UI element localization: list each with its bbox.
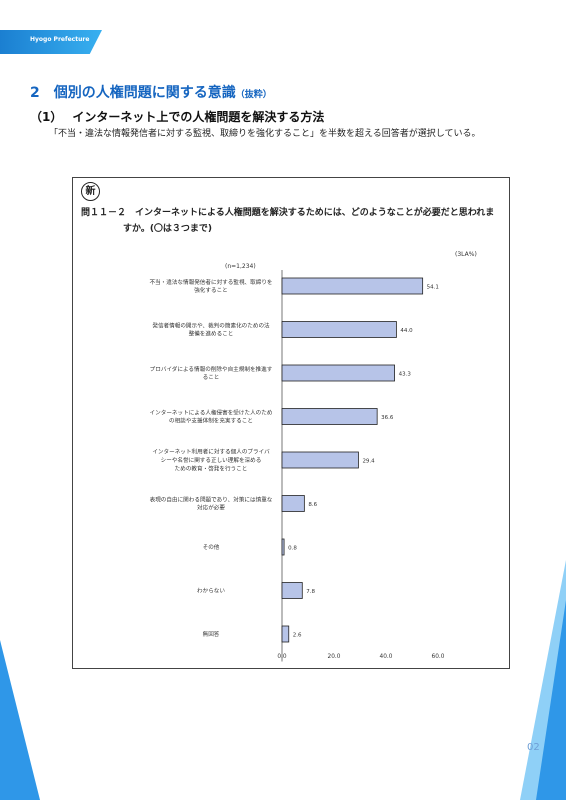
category-label-1-2: 強化すること <box>194 286 228 294</box>
x-tick-4: 60.0 <box>432 654 445 660</box>
category-label-5-3: ための教育・啓発を行うこと <box>175 464 248 472</box>
category-label-3-2: ること <box>203 374 220 381</box>
right-deco-dark <box>536 600 566 800</box>
header-label: Hyogo Prefecture <box>30 36 90 43</box>
value-label-3: 43.3 <box>399 372 412 378</box>
question-line-1: 問１１－２ インターネットによる人権問題を解決するためには、どのようなことが必要… <box>81 208 495 218</box>
unit-label: (3LA%) <box>455 251 477 258</box>
category-label-8-1: わからない <box>197 588 225 595</box>
category-label-5-2: シーや名誉に関する正しい理解を深める <box>161 456 262 464</box>
section-note: （抜粋） <box>235 90 272 100</box>
bar-8 <box>281 582 303 599</box>
right-decoration <box>520 560 566 800</box>
bar-5 <box>281 451 359 469</box>
x-tick-2: 20.0 <box>328 654 341 660</box>
category-label-9-1: 無回答 <box>203 630 220 638</box>
category-label-6-1: 表現の自由に関わる問題であり、対策には慎重な <box>150 495 273 503</box>
category-label-3-1: プロバイダによる情報の削除や自主規制を推進す <box>150 365 273 373</box>
bar-7 <box>281 538 285 556</box>
value-label-7: 0.8 <box>288 546 297 552</box>
value-label-6: 8.6 <box>308 502 317 508</box>
bar-4 <box>281 408 378 425</box>
category-label-7-1: その他 <box>203 543 220 551</box>
bar-3 <box>281 364 395 382</box>
bar-2 <box>281 321 397 338</box>
section-number: 2 <box>30 85 40 101</box>
value-label-5: 29.4 <box>362 459 375 465</box>
page-number: 02 <box>527 742 540 753</box>
category-label-4-2: の相談や支援体制を充実すること <box>169 417 253 425</box>
x-tick-3: 40.0 <box>380 654 393 660</box>
value-label-1: 54.1 <box>427 285 439 291</box>
bar-9 <box>281 625 290 643</box>
value-label-4: 36.6 <box>381 415 394 421</box>
x-tick-1: 0.0 <box>277 654 287 660</box>
category-label-6-2: 対応が必要 <box>197 504 225 512</box>
bar-chart: (n=1,234) (3LA%) 54.1 不当・違法な情報発信者に対する監視、取締り… <box>149 251 477 662</box>
subsection-title-text: インターネット上での人権問題を解決する方法 <box>72 110 325 124</box>
bar-6 <box>281 495 305 512</box>
n-label: (n=1,234) <box>225 263 256 270</box>
category-label-4-1: インターネットによる人権侵害を受けた人のため <box>150 408 273 416</box>
value-label-2: 44.0 <box>400 328 413 334</box>
value-label-8: 7.8 <box>306 589 315 595</box>
left-decoration <box>0 640 40 800</box>
category-label-2-2: 整備を進めること <box>189 330 234 338</box>
new-mark: 新 <box>81 182 100 201</box>
description-text: 「不当・違法な情報発信者に対する監視、取締りを強化すること」を半数を超える回答者… <box>49 129 481 139</box>
header-band: Hyogo Prefecture <box>0 30 102 54</box>
question-line-2: すか。(〇は３つまで) <box>123 224 213 234</box>
subsection-title: （1） インターネット上での人権問題を解決する方法 <box>30 108 324 125</box>
subsection-number: （1） <box>30 110 63 124</box>
question-text: 問１１－２ インターネットによる人権問題を解決するためには、どのようなことが必要… <box>81 205 501 237</box>
chart-box: 新 問１１－２ インターネットによる人権問題を解決するためには、どのようなことが… <box>72 177 510 669</box>
section-title-text: 個別の人権問題に関する意識 <box>53 85 236 101</box>
bar-1 <box>281 277 424 295</box>
section-title: 2 個別の人権問題に関する意識（抜粋） <box>30 82 272 102</box>
category-label-2-1: 発信者情報の開示や、裁判の簡素化のための法 <box>152 321 270 329</box>
value-label-9: 2.6 <box>293 633 302 639</box>
category-label-1-1: 不当・違法な情報発信者に対する監視、取締りを <box>149 278 272 286</box>
left-deco-triangle <box>0 640 40 800</box>
category-label-5-1: インターネット利用者に対する個人のプライバ <box>152 448 270 456</box>
